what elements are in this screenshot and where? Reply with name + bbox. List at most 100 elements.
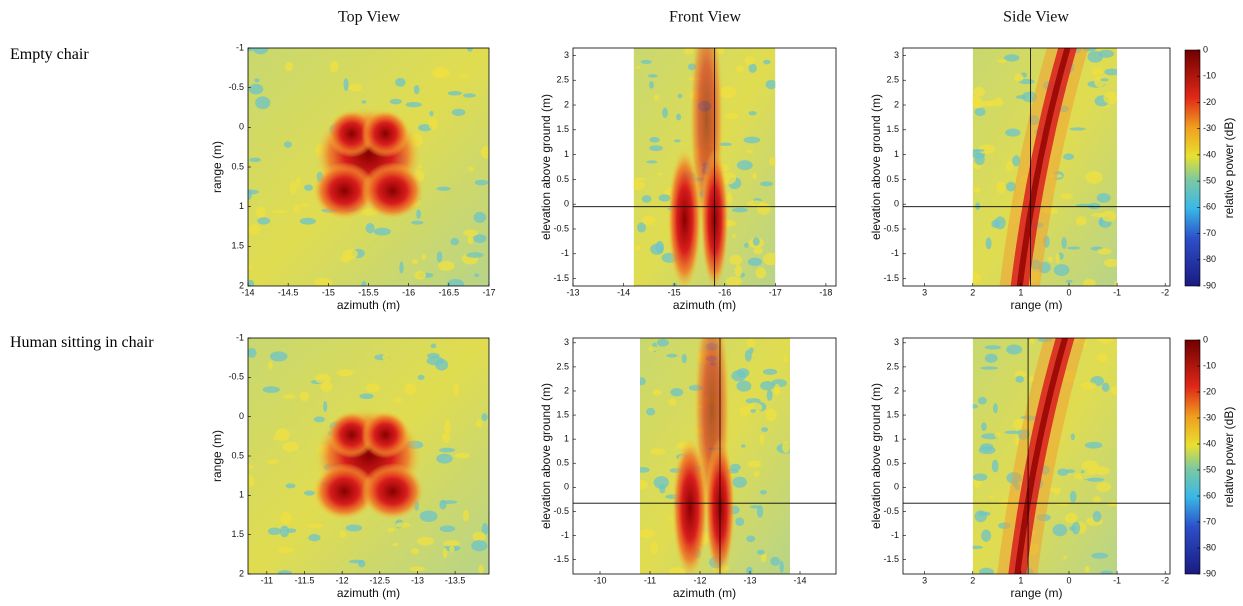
- speckle: [1091, 67, 1104, 75]
- speckle: [463, 509, 470, 522]
- speckle: [471, 540, 488, 552]
- y-tick-label: 2: [564, 99, 569, 109]
- x-axis-label: azimuth (m): [673, 298, 736, 312]
- speckle: [1071, 521, 1081, 535]
- speckle: [974, 152, 985, 166]
- colorbar-tick-label: -10: [1203, 71, 1216, 81]
- speckle: [746, 535, 756, 543]
- x-tick-label: -13.5: [445, 575, 466, 585]
- speckle: [734, 264, 743, 278]
- x-tick-label: -11: [644, 575, 656, 585]
- speckle: [411, 259, 419, 265]
- speckle: [748, 111, 757, 116]
- speckle: [749, 347, 754, 354]
- y-tick-label: 1: [564, 149, 569, 159]
- colorbar-tick-label: -80: [1203, 254, 1216, 264]
- speckle: [361, 100, 367, 104]
- colorbar-tick-label: -70: [1203, 516, 1216, 526]
- y-axis-label: range (m): [210, 141, 224, 193]
- speckle: [1073, 473, 1089, 480]
- speckle: [731, 207, 748, 213]
- speckle: [279, 525, 290, 538]
- speckle: [439, 525, 456, 533]
- speckle: [984, 353, 998, 363]
- speckle: [1055, 253, 1060, 264]
- speckle: [450, 237, 459, 246]
- y-tick-label: -1.5: [883, 273, 899, 283]
- colorbar-tick-label: -20: [1203, 386, 1216, 396]
- column-title: Front View: [669, 9, 742, 26]
- hot-spot: [361, 109, 410, 158]
- speckle: [782, 441, 790, 453]
- speckle: [658, 194, 671, 202]
- speckle: [1086, 477, 1105, 482]
- speckle: [750, 408, 757, 413]
- column-title: Top View: [338, 9, 401, 26]
- speckle: [640, 467, 650, 473]
- speckle: [656, 338, 669, 347]
- x-tick-label: 2: [970, 575, 975, 585]
- speckle: [409, 566, 425, 572]
- column-title: Side View: [1003, 9, 1069, 26]
- y-tick-label: 2: [239, 568, 244, 578]
- speckle: [672, 282, 678, 286]
- speckle: [1081, 460, 1099, 473]
- speckle: [1096, 193, 1111, 203]
- speckle: [744, 242, 749, 248]
- speckle: [254, 78, 260, 83]
- speckle: [1113, 280, 1118, 286]
- speckle: [736, 380, 752, 392]
- speckle: [373, 227, 391, 236]
- y-tick-label: 3: [564, 50, 569, 60]
- speckle: [1052, 523, 1068, 537]
- speckle: [752, 172, 757, 180]
- speckle: [444, 423, 451, 434]
- x-tick-label: 0: [1066, 575, 1071, 585]
- speckle: [646, 160, 658, 164]
- speckle: [763, 59, 771, 65]
- speckle: [1014, 370, 1027, 378]
- speckle: [443, 540, 461, 547]
- colorbar-label: relative power (dB): [1222, 407, 1236, 508]
- speckle: [404, 383, 417, 396]
- speckle: [649, 542, 658, 554]
- speckle: [299, 203, 310, 207]
- speckle: [676, 113, 682, 121]
- speckle: [1066, 246, 1081, 250]
- x-axis-label: azimuth (m): [673, 586, 736, 600]
- speckle: [278, 547, 294, 553]
- speckle: [1012, 155, 1021, 167]
- speckle: [662, 107, 669, 119]
- speckle: [1097, 353, 1108, 363]
- x-axis-label: azimuth (m): [337, 586, 400, 600]
- x-tick-label: 1: [1018, 575, 1023, 585]
- speckle: [248, 347, 257, 358]
- speckle: [994, 432, 1002, 438]
- speckle: [277, 570, 292, 574]
- y-tick-label: -0.5: [553, 506, 569, 516]
- speckle: [417, 374, 425, 380]
- speckle: [756, 505, 764, 518]
- speckle: [736, 160, 753, 171]
- speckle: [756, 549, 765, 555]
- speckle: [766, 389, 773, 401]
- row-label: Human sitting in chair: [10, 334, 154, 351]
- speckle: [745, 566, 753, 574]
- speckle: [1085, 171, 1103, 184]
- speckle: [649, 136, 660, 143]
- y-tick-label: -1: [891, 530, 899, 540]
- hot-spot: [313, 162, 376, 220]
- speckle: [429, 110, 434, 117]
- speckle: [994, 216, 1006, 230]
- speckle: [473, 211, 487, 223]
- speckle: [249, 157, 262, 163]
- speckle: [1005, 160, 1013, 172]
- speckle: [759, 490, 767, 495]
- speckle: [314, 373, 331, 384]
- speckle: [985, 237, 992, 250]
- speckle: [314, 277, 333, 286]
- speckle: [252, 48, 269, 55]
- speckle: [972, 148, 985, 152]
- speckle: [653, 94, 660, 101]
- hot-spot: [361, 411, 410, 459]
